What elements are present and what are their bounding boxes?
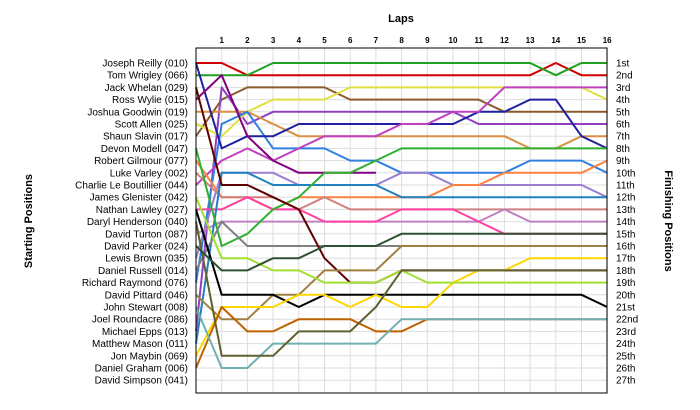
starting-position-label: Joshua Goodwin (019) (87, 107, 188, 118)
starting-position-label: James Glenister (042) (90, 193, 188, 204)
driver-position-line (196, 62, 608, 77)
starting-position-label: Lewis Brown (035) (105, 254, 188, 265)
finishing-position-label: 24th (616, 339, 635, 350)
starting-position-label: David Turton (087) (105, 229, 188, 240)
lap-tick-label: 8 (399, 36, 404, 45)
finishing-position-label: 14th (616, 217, 635, 228)
driver-position-line (195, 221, 608, 357)
finishing-position-label: 23rd (616, 327, 636, 338)
lap-tick-label: 1 (219, 36, 224, 45)
starting-position-label: Jon Maybin (069) (111, 351, 188, 362)
starting-position-label: David Pittard (046) (105, 290, 188, 301)
driver-position-line (195, 86, 608, 332)
lap-tick-label: 12 (500, 36, 509, 45)
finishing-position-label: 21st (616, 303, 635, 314)
lap-tick-label: 15 (577, 36, 586, 45)
driver-position-line (195, 208, 608, 235)
finishing-position-label: 26th (616, 364, 635, 375)
finishing-position-label: 3rd (616, 83, 630, 94)
driver-position-line (195, 306, 608, 369)
finishing-position-label: 17th (616, 254, 635, 265)
driver-position-line (195, 245, 608, 321)
plot-area-border (195, 47, 608, 394)
finishing-position-label: 13th (616, 205, 635, 216)
starting-position-label: Luke Varley (002) (110, 168, 188, 179)
finishing-position-label: 5th (616, 107, 630, 118)
finishing-position-label: 16th (616, 242, 635, 253)
finishing-position-label: 19th (616, 278, 635, 289)
lap-tick-label: 9 (425, 36, 430, 45)
starting-position-label: Robert Gilmour (077) (94, 156, 188, 167)
starting-position-label: Daryl Henderson (040) (87, 217, 188, 228)
starting-position-label: Joseph Reilly (010) (102, 59, 188, 70)
driver-position-line (195, 232, 608, 272)
starting-position-label: David Parker (024) (104, 242, 188, 253)
starting-position-label: Jack Whelan (029) (105, 83, 188, 94)
starting-position-label: Tom Wrigley (066) (107, 71, 188, 82)
lap-tick-label: 3 (271, 36, 276, 45)
starting-position-label: David Simpson (041) (95, 376, 188, 387)
left-axis-title: Starting Positions (23, 174, 35, 268)
finishing-position-label: 11th (616, 181, 635, 192)
lap-tick-label: 2 (245, 36, 250, 45)
lap-tick-label: 16 (603, 36, 612, 45)
finishing-position-label: 7th (616, 132, 630, 143)
driver-position-line (195, 147, 608, 247)
x-axis-title: Laps (388, 13, 414, 25)
lap-tick-label: 4 (297, 36, 302, 45)
finishing-position-label: 8th (616, 144, 630, 155)
starting-position-label: Matthew Mason (011) (92, 339, 188, 350)
starting-position-label: Daniel Russell (014) (98, 266, 188, 277)
finishing-position-label: 12th (616, 193, 635, 204)
lap-tick-label: 5 (322, 36, 327, 45)
finishing-position-label: 22nd (616, 315, 638, 326)
driver-position-line (195, 209, 608, 308)
finishing-position-label: 1st (616, 59, 630, 70)
lap-tick-label: 6 (348, 36, 353, 45)
finishing-position-label: 9th (616, 156, 630, 167)
finishing-position-label: 10th (616, 168, 635, 179)
starting-position-label: Shaun Slavin (017) (103, 132, 188, 143)
starting-position-label: Devon Modell (047) (101, 144, 188, 155)
starting-position-label: Joel Roundacre (086) (92, 315, 188, 326)
lap-tick-label: 13 (526, 36, 535, 45)
finishing-position-label: 18th (616, 266, 635, 277)
finishing-position-label: 2nd (616, 71, 633, 82)
starting-position-label: Richard Raymond (076) (82, 278, 188, 289)
finishing-position-label: 20th (616, 290, 635, 301)
finishing-position-label: 4th (616, 95, 630, 106)
finishing-position-label: 27th (616, 376, 635, 387)
driver-position-line (195, 86, 608, 137)
starting-position-label: Daniel Graham (006) (95, 364, 188, 375)
starting-position-label: John Stewart (008) (104, 303, 189, 314)
right-axis-title: Finishing Positions (662, 170, 674, 271)
starting-position-label: Scott Allen (025) (115, 120, 188, 131)
lap-tick-label: 10 (449, 36, 458, 45)
starting-position-label: Charlie Le Boutillier (044) (75, 181, 188, 192)
driver-position-line (195, 257, 608, 357)
lap-tick-label: 14 (551, 36, 560, 45)
finishing-position-label: 6th (616, 120, 630, 131)
starting-position-label: Michael Epps (013) (102, 327, 188, 338)
lap-tick-label: 11 (474, 36, 483, 45)
finishing-position-label: 15th (616, 229, 635, 240)
driver-position-line (195, 86, 608, 186)
driver-position-line (195, 171, 608, 344)
lap-tick-label: 7 (374, 36, 379, 45)
driver-position-line (195, 171, 608, 259)
finishing-position-label: 25th (616, 351, 635, 362)
starting-position-label: Ross Wylie (015) (112, 95, 188, 106)
driver-position-line (196, 62, 608, 77)
starting-position-label: Nathan Lawley (027) (96, 205, 188, 216)
